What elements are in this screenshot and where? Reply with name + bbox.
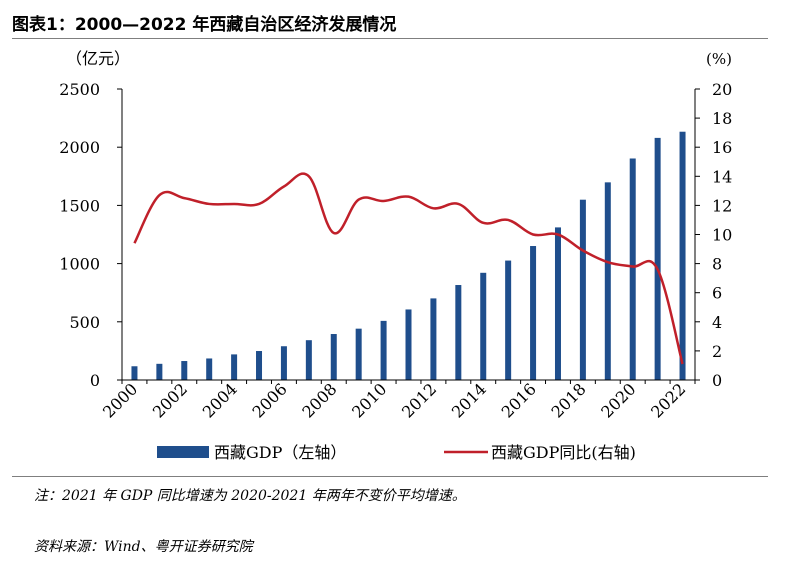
gdp-bar-2016: [530, 246, 537, 380]
left-tick-label-2500: 2500: [59, 80, 100, 99]
growth-point-2012: [433, 208, 435, 210]
right-tick-label-16: 16: [712, 138, 732, 157]
legend-label-growth: 西藏GDP同比(右轴): [491, 443, 636, 462]
x-tick-label-2020: 2020: [597, 379, 639, 421]
gdp-bar-2014: [480, 272, 487, 380]
figure-title: 图表1：2000—2022 年西藏自治区经济发展情况: [12, 15, 397, 35]
gdp-bar-2011: [405, 309, 412, 380]
gdp-bar-2008: [330, 334, 337, 380]
left-tick-label-1000: 1000: [59, 255, 100, 274]
x-tick-label-2016: 2016: [498, 379, 540, 421]
right-tick-label-12: 12: [712, 196, 732, 215]
gdp-bar-2019: [604, 182, 611, 380]
gdp-bar-2012: [430, 298, 437, 380]
x-tick-label-2004: 2004: [199, 379, 241, 421]
gdp-bar-2001: [156, 363, 163, 380]
growth-point-2017: [557, 234, 559, 236]
growth-point-2018: [582, 250, 584, 252]
growth-point-2005: [258, 203, 260, 205]
line-layer: [133, 172, 684, 365]
growth-point-2021: [657, 269, 659, 271]
legend-label-gdp: 西藏GDP（左轴）: [214, 443, 346, 462]
gdp-bar-2004: [231, 354, 238, 380]
growth-point-2016: [532, 234, 534, 236]
growth-line: [133, 172, 684, 365]
growth-point-2000: [134, 242, 136, 244]
gdp-bar-2015: [505, 260, 512, 380]
gdp-bar-2010: [380, 320, 387, 380]
gdp-bar-2009: [355, 328, 362, 380]
figure-source: 资料来源：Wind、粤开证券研究院: [34, 539, 253, 555]
growth-point-2002: [183, 197, 185, 199]
x-tick-label-2022: 2022: [647, 379, 689, 421]
right-axis-unit: (%): [706, 50, 732, 68]
x-tick-label-2010: 2010: [348, 379, 390, 421]
bars-layer: [131, 131, 686, 380]
legend: 西藏GDP（左轴） 西藏GDP同比(右轴): [157, 443, 636, 462]
left-tick-label-0: 0: [90, 371, 100, 390]
growth-point-2006: [283, 186, 285, 188]
gdp-bar-2003: [206, 358, 213, 380]
x-tick-label-2012: 2012: [398, 379, 440, 421]
note-divider: [12, 476, 768, 477]
growth-point-2003: [208, 203, 210, 205]
right-tick-label-6: 6: [712, 284, 722, 303]
right-tick-label-14: 14: [712, 167, 732, 186]
left-tick-label-1500: 1500: [59, 196, 100, 215]
x-tick-label-2014: 2014: [448, 379, 490, 421]
growth-point-2020: [632, 266, 634, 268]
growth-point-2007: [308, 176, 310, 178]
growth-point-2014: [482, 222, 484, 224]
gdp-bar-2017: [554, 227, 561, 380]
right-tick-label-2: 2: [712, 342, 722, 361]
x-tick-label-2018: 2018: [547, 379, 589, 421]
growth-point-2015: [507, 219, 509, 221]
left-tick-label-2000: 2000: [59, 138, 100, 157]
growth-point-2001: [159, 194, 161, 196]
title-divider: [12, 38, 768, 39]
right-tick-label-18: 18: [712, 109, 732, 128]
growth-point-2009: [358, 199, 360, 201]
legend-swatch-gdp: [157, 446, 209, 458]
x-tick-label-2000: 2000: [99, 379, 141, 421]
right-tick-label-10: 10: [712, 226, 732, 245]
gdp-bar-2000: [131, 366, 138, 380]
right-tick-label-0: 0: [712, 371, 722, 390]
x-tick-label-2006: 2006: [249, 379, 291, 421]
left-tick-label-500: 500: [69, 313, 100, 332]
gdp-bar-2013: [455, 285, 462, 380]
growth-point-2019: [607, 261, 609, 263]
growth-point-2013: [458, 203, 460, 205]
left-axis-unit: （亿元）: [66, 49, 130, 68]
growth-point-2011: [408, 196, 410, 198]
gdp-bar-2020: [629, 158, 636, 380]
gdp-bar-2022: [679, 131, 686, 380]
gdp-bar-2007: [305, 340, 312, 380]
figure-note: 注：2021 年 GDP 同比增速为 2020-2021 年两年不变价平均增速。: [34, 488, 466, 504]
x-tick-label-2008: 2008: [298, 379, 340, 421]
right-tick-label-4: 4: [712, 313, 722, 332]
gdp-bar-2006: [280, 346, 287, 380]
gdp-bar-2018: [579, 199, 586, 380]
gdp-bar-2021: [654, 137, 661, 380]
growth-point-2004: [233, 203, 235, 205]
growth-point-2022: [682, 363, 684, 365]
growth-point-2008: [333, 232, 335, 234]
growth-point-2010: [383, 200, 385, 202]
gdp-bar-2002: [181, 361, 188, 380]
right-tick-label-20: 20: [712, 80, 732, 99]
x-tick-label-2002: 2002: [149, 379, 191, 421]
right-tick-label-8: 8: [712, 255, 722, 274]
gdp-bar-2005: [256, 351, 263, 380]
